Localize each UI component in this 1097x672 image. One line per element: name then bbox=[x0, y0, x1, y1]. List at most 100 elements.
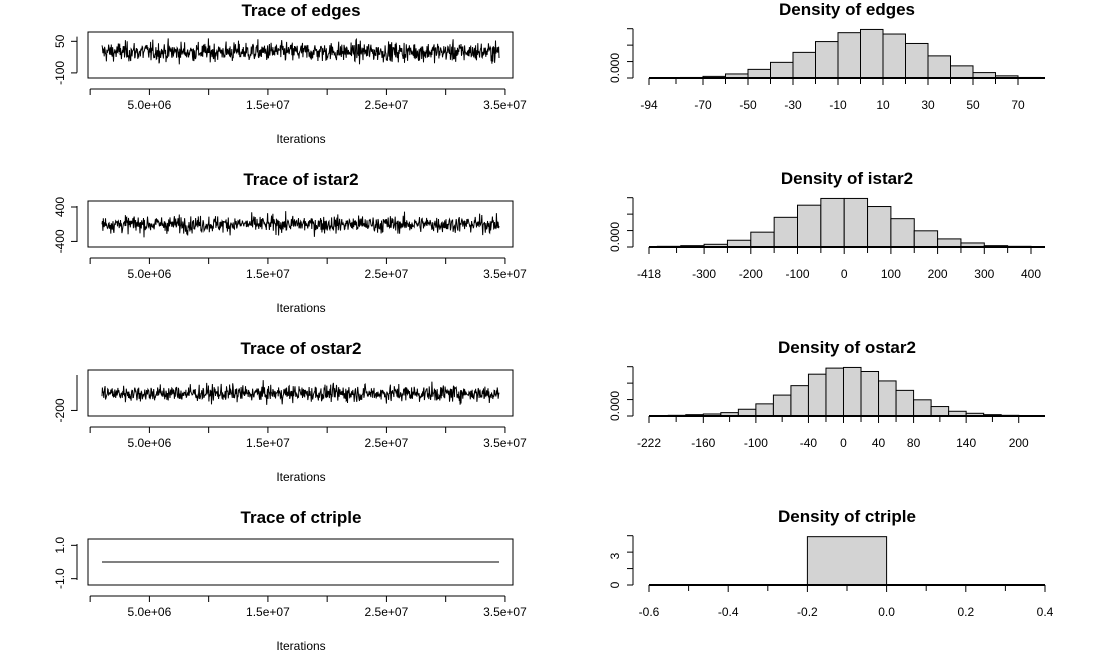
trace-of-edges-title: Trace of edges bbox=[241, 1, 360, 20]
density-of-istar2-x-tick-label: -300 bbox=[692, 267, 716, 281]
density-of-istar2-x-tick-label: 100 bbox=[881, 267, 901, 281]
density-of-ostar2-bar bbox=[930, 406, 950, 417]
density-of-istar2-bar bbox=[726, 239, 752, 248]
density-of-ostar2-panel: Density of ostar2 -222 -160 -100 -40 0 40 80 140… bbox=[608, 338, 1045, 450]
density-of-ctriple-y-tick-label: 0 bbox=[608, 581, 622, 588]
density-of-ostar2-bar bbox=[772, 394, 792, 417]
density-of-ctriple-panel: Density of ctriple -0.6 -0.4 -0.2 0.0 0.2 0.4 0… bbox=[608, 507, 1054, 619]
trace-of-ctriple-x-tick-label: 2.5e+07 bbox=[365, 605, 409, 619]
density-of-edges-bar bbox=[815, 41, 839, 79]
density-of-ctriple-x-tick-label: 0.0 bbox=[878, 605, 895, 619]
trace-of-ctriple-plot-frame bbox=[87, 538, 514, 586]
density-of-istar2-y-tick-label: 0.000 bbox=[608, 222, 622, 252]
density-of-edges-panel: Density of edges -94 -70 -50 -30 -10 10 30 50 70 0… bbox=[608, 0, 1045, 112]
density-of-ctriple-x-tick-label: 0.2 bbox=[957, 605, 974, 619]
trace-of-ctriple-y-tick-label: 1.0 bbox=[53, 537, 67, 554]
density-of-istar2-x-tick-label: -418 bbox=[637, 267, 661, 281]
density-of-edges-y-tick-label: 0.000 bbox=[608, 53, 622, 83]
density-of-istar2-panel: Density of istar2 -418 -300 -200 -100 0 100 200… bbox=[608, 169, 1045, 281]
density-of-istar2-x-tick-label: 200 bbox=[928, 267, 948, 281]
density-of-istar2-bar bbox=[890, 218, 915, 248]
density-of-ostar2-x-tick-label: -40 bbox=[800, 436, 818, 450]
density-of-istar2-bar bbox=[773, 216, 798, 248]
trace-of-ostar2-x-tick-label: 1.5e+07 bbox=[246, 436, 290, 450]
density-of-ostar2-bar bbox=[842, 366, 862, 417]
density-of-edges-bar bbox=[860, 28, 884, 79]
density-of-ostar2-x-tick-label: 80 bbox=[907, 436, 921, 450]
density-of-edges-x-tick-label: -50 bbox=[739, 98, 757, 112]
density-of-edges-bar bbox=[770, 61, 794, 79]
density-of-istar2-bar bbox=[913, 230, 939, 248]
trace-of-ostar2-series-line bbox=[101, 380, 500, 405]
density-of-istar2-bar bbox=[867, 206, 892, 248]
density-of-edges-bar bbox=[905, 42, 929, 79]
trace-of-edges-x-axis-label: Iterations bbox=[276, 132, 325, 146]
density-of-ctriple-x-tick-label: 0.4 bbox=[1037, 605, 1054, 619]
density-of-ostar2-bar bbox=[790, 385, 809, 417]
trace-of-istar2-panel: Trace of istar2 5.0e+06 1.5e+07 2.5e+07 3.5e… bbox=[53, 170, 527, 315]
density-of-istar2-bar bbox=[843, 197, 869, 248]
density-of-istar2-bar bbox=[750, 231, 775, 248]
trace-of-istar2-series-line bbox=[101, 211, 500, 238]
trace-of-edges-x-tick-label: 3.5e+07 bbox=[483, 98, 527, 112]
trace-of-ostar2-plot-frame bbox=[87, 369, 514, 417]
trace-of-edges-x-tick-label: 5.0e+06 bbox=[128, 98, 172, 112]
density-of-ctriple-x-tick-label: -0.4 bbox=[718, 605, 739, 619]
density-of-ostar2-bar bbox=[878, 380, 897, 417]
trace-of-istar2-x-tick-label: 3.5e+07 bbox=[483, 267, 527, 281]
density-of-edges-bar bbox=[950, 65, 974, 79]
density-of-edges-bar bbox=[882, 33, 906, 79]
density-of-ostar2-y-tick-label: 0.000 bbox=[608, 391, 622, 421]
trace-of-ostar2-x-tick-label: 3.5e+07 bbox=[483, 436, 527, 450]
density-of-edges-x-tick-label: 70 bbox=[1011, 98, 1025, 112]
density-of-ctriple-y-tick-label: 3 bbox=[608, 552, 622, 559]
density-of-edges-x-tick-label: -70 bbox=[694, 98, 712, 112]
density-of-ctriple-title: Density of ctriple bbox=[778, 507, 916, 526]
trace-of-ostar2-x-tick-label: 5.0e+06 bbox=[128, 436, 172, 450]
density-of-ctriple-x-tick-label: -0.6 bbox=[639, 605, 660, 619]
density-of-ostar2-x-tick-label: -222 bbox=[637, 436, 661, 450]
density-of-edges-bar bbox=[747, 68, 771, 79]
density-of-ostar2-bar bbox=[860, 370, 880, 417]
trace-of-edges-x-tick-label: 2.5e+07 bbox=[365, 98, 409, 112]
trace-of-ostar2-panel: Trace of ostar2 5.0e+06 1.5e+07 2.5e+07 3.5e… bbox=[53, 339, 527, 484]
density-of-istar2-x-tick-label: -200 bbox=[739, 267, 763, 281]
density-of-istar2-x-tick-label: 400 bbox=[1021, 267, 1041, 281]
trace-of-istar2-x-tick-label: 1.5e+07 bbox=[246, 267, 290, 281]
density-of-ostar2-x-tick-label: 140 bbox=[956, 436, 976, 450]
trace-of-istar2-y-tick-label: 400 bbox=[53, 197, 67, 217]
trace-of-istar2-title: Trace of istar2 bbox=[243, 170, 358, 189]
trace-of-ostar2-y-tick-label: -200 bbox=[53, 398, 67, 422]
trace-of-edges-y-tick-label: 50 bbox=[53, 34, 67, 48]
density-of-istar2-bar bbox=[937, 238, 962, 248]
density-of-ostar2-x-tick-label: -160 bbox=[691, 436, 715, 450]
density-of-istar2-bar bbox=[820, 197, 845, 248]
density-of-ostar2-x-tick-label: 200 bbox=[1009, 436, 1029, 450]
trace-of-ctriple-x-tick-label: 1.5e+07 bbox=[246, 605, 290, 619]
trace-of-edges-series-line bbox=[101, 37, 500, 65]
density-of-edges-x-tick-label: 30 bbox=[921, 98, 935, 112]
trace-of-istar2-plot-frame bbox=[87, 200, 514, 248]
trace-of-ostar2-x-tick-label: 2.5e+07 bbox=[365, 436, 409, 450]
density-of-istar2-bar bbox=[797, 204, 822, 248]
density-of-ostar2-x-tick-label: 40 bbox=[872, 436, 886, 450]
density-of-istar2-x-tick-label: -100 bbox=[785, 267, 809, 281]
density-of-ostar2-bar bbox=[807, 373, 827, 417]
density-of-ctriple-bar bbox=[806, 536, 888, 586]
density-of-ostar2-title: Density of ostar2 bbox=[778, 338, 916, 357]
trace-of-ctriple-y-tick-label: -1.0 bbox=[53, 568, 67, 589]
density-of-edges-x-tick-label: 10 bbox=[876, 98, 890, 112]
density-of-ostar2-x-tick-label: -100 bbox=[744, 436, 768, 450]
density-of-edges-x-tick-label: -94 bbox=[640, 98, 658, 112]
trace-of-istar2-x-tick-label: 5.0e+06 bbox=[128, 267, 172, 281]
trace-of-ctriple-x-tick-label: 3.5e+07 bbox=[483, 605, 527, 619]
density-of-ostar2-bar bbox=[895, 389, 915, 417]
density-of-ctriple-x-tick-label: -0.2 bbox=[797, 605, 818, 619]
density-of-edges-x-tick-label: -30 bbox=[784, 98, 802, 112]
density-of-ostar2-bar bbox=[913, 399, 932, 417]
density-of-ostar2-bar bbox=[825, 367, 844, 417]
density-of-istar2-x-tick-label: 300 bbox=[974, 267, 994, 281]
density-of-edges-x-tick-label: -10 bbox=[829, 98, 847, 112]
trace-of-ostar2-title: Trace of ostar2 bbox=[241, 339, 362, 358]
